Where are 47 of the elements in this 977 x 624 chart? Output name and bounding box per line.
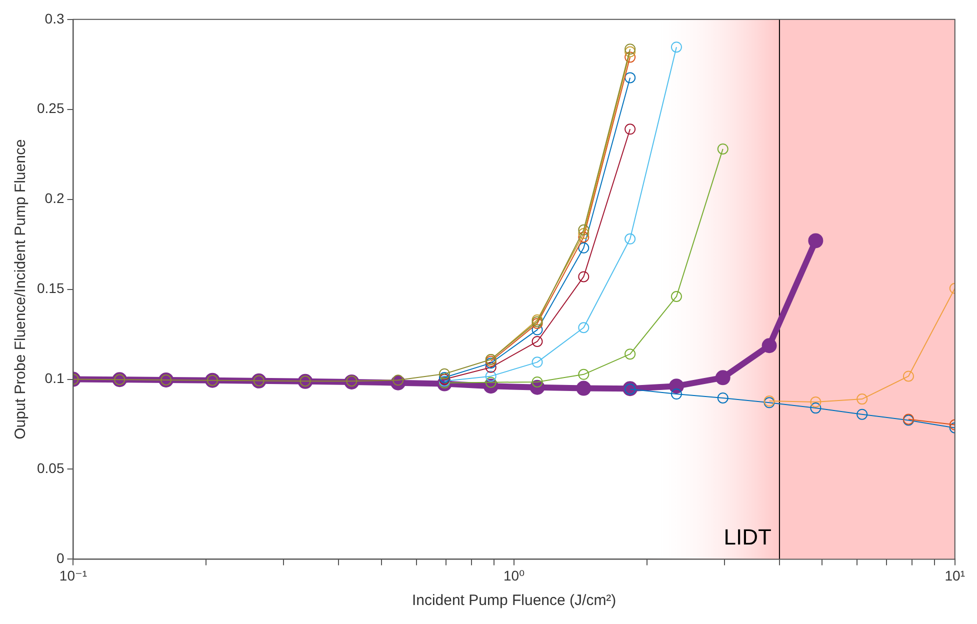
y-tick-label: 0.3 (44, 10, 64, 26)
x-tick-label: 10¹ (944, 567, 966, 584)
y-tick-label: 0.2 (44, 190, 64, 206)
point (578, 271, 590, 282)
point (670, 291, 682, 302)
point (485, 370, 496, 382)
point (670, 42, 682, 53)
y-tick-label: 0.15 (37, 280, 64, 296)
point (438, 368, 450, 380)
point (624, 124, 636, 135)
point (624, 72, 636, 84)
point (624, 52, 636, 63)
point (808, 233, 824, 248)
x-axis-title: Incident Pump Fluence (J/cm²) (412, 592, 616, 610)
point (624, 46, 636, 58)
point (532, 336, 543, 347)
point (624, 44, 636, 55)
y-tick-label: 0.25 (37, 100, 64, 116)
point (668, 378, 684, 394)
point (576, 380, 592, 396)
point (578, 322, 590, 334)
x-tick-label: 10⁻¹ (59, 567, 88, 584)
y-axis-title: Ouput Probe Fluence/Incident Pump Fluence (12, 139, 30, 440)
point (578, 224, 590, 236)
ref-line-label: LIDT (724, 524, 772, 550)
x-tick-label: 10⁰ (503, 567, 526, 584)
point (856, 408, 868, 420)
point (717, 143, 728, 154)
point (578, 242, 590, 254)
point (578, 232, 590, 243)
point (624, 348, 636, 360)
point (624, 233, 636, 244)
point (810, 402, 822, 414)
point (810, 396, 822, 408)
point (717, 392, 728, 404)
point (715, 370, 730, 386)
point (762, 338, 777, 354)
point (578, 368, 590, 380)
point (532, 356, 543, 368)
y-tick-label: 0.05 (37, 460, 64, 476)
y-tick-label: 0.1 (44, 370, 64, 386)
point (670, 388, 682, 400)
point (856, 394, 868, 405)
point (902, 370, 914, 382)
point (578, 228, 590, 240)
y-tick-label: 0 (56, 550, 64, 566)
point (485, 362, 496, 373)
